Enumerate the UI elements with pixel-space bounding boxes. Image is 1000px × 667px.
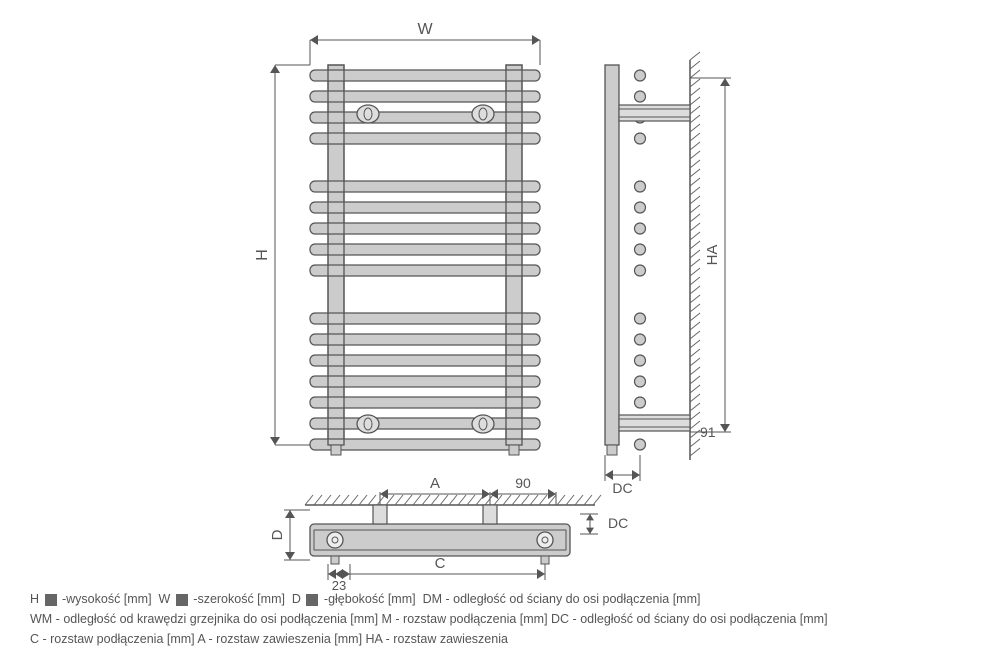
- svg-text:DC: DC: [608, 515, 628, 531]
- legend-line-2: WM - odległość od krawędzi grzejnika do …: [30, 609, 828, 629]
- svg-text:HA: HA: [704, 245, 721, 266]
- svg-text:A: A: [430, 475, 440, 492]
- svg-text:C: C: [435, 555, 446, 572]
- svg-text:W: W: [417, 21, 433, 38]
- legend-line-3: C - rozstaw podłączenia [mm] A - rozstaw…: [30, 629, 828, 649]
- svg-text:H: H: [254, 249, 271, 261]
- svg-text:D: D: [269, 529, 286, 540]
- technical-drawing: WHHA91DCA90DCD23C: [0, 0, 1000, 667]
- svg-text:91: 91: [700, 424, 716, 440]
- legend-block: H -wysokość [mm] W -szerokość [mm] D -gł…: [30, 589, 828, 649]
- svg-text:90: 90: [515, 475, 531, 491]
- svg-text:DC: DC: [612, 480, 632, 496]
- legend-line-1: H -wysokość [mm] W -szerokość [mm] D -gł…: [30, 589, 828, 609]
